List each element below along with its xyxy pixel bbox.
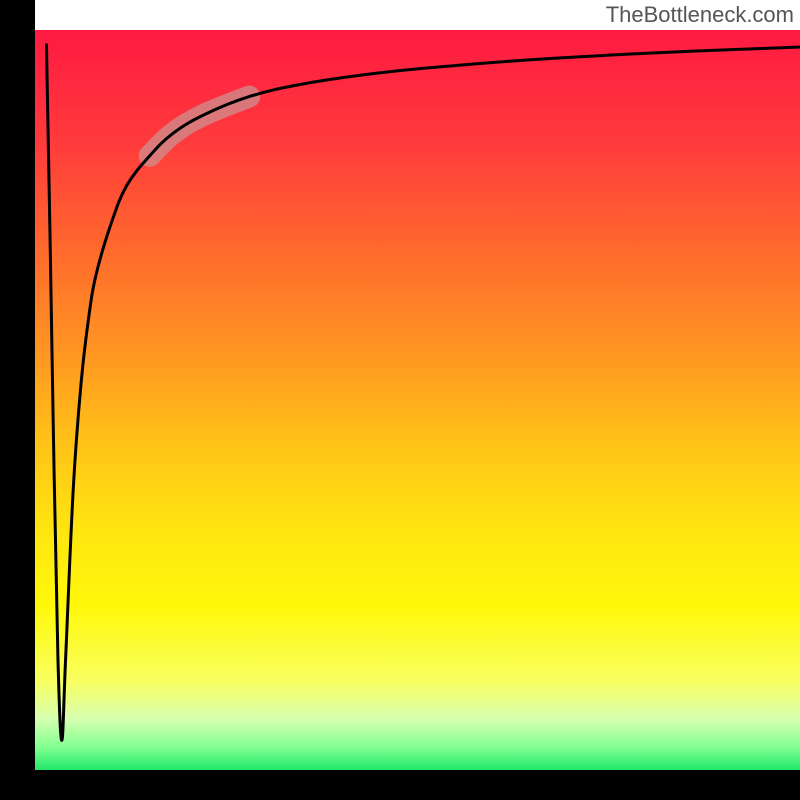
watermark-text: TheBottleneck.com	[606, 2, 794, 28]
x-axis-block	[0, 770, 800, 800]
chart-svg	[0, 0, 800, 800]
y-axis-block	[0, 0, 35, 800]
bottleneck-chart: TheBottleneck.com	[0, 0, 800, 800]
